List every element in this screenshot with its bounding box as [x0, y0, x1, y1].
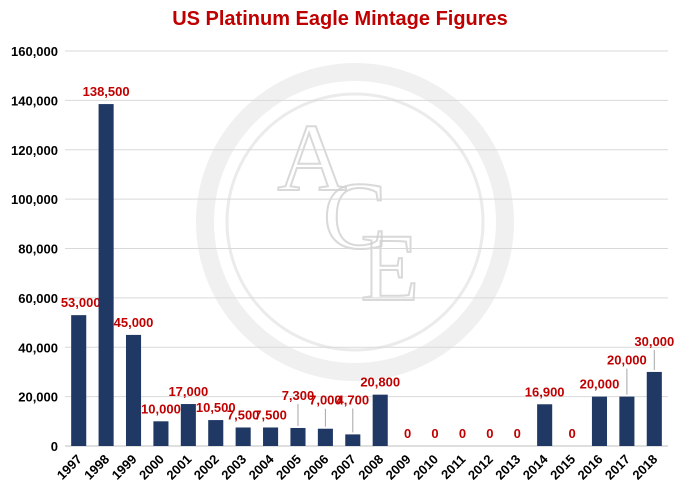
data-label: 0	[486, 426, 493, 441]
y-tick-label: 60,000	[18, 291, 58, 306]
data-label: 20,800	[360, 375, 400, 390]
data-label: 138,500	[83, 84, 130, 99]
data-label: 4,700	[337, 392, 370, 407]
x-tick-label: 2000	[136, 452, 167, 483]
y-tick-label: 100,000	[11, 192, 58, 207]
bar	[591, 396, 608, 446]
bar	[125, 334, 142, 446]
bar	[98, 104, 114, 446]
x-tick-label: 2017	[602, 452, 633, 483]
watermark-letter: A	[277, 104, 346, 211]
y-tick-label: 0	[51, 439, 58, 454]
data-label: 16,900	[525, 384, 565, 399]
bar	[646, 371, 662, 446]
x-tick-label: 1997	[54, 452, 85, 483]
x-tick-label: 2012	[465, 452, 496, 483]
data-label: 7,500	[227, 407, 260, 422]
chart-title: US Platinum Eagle Mintage Figures	[172, 8, 508, 30]
x-tick-label: 2008	[355, 452, 386, 483]
x-tick-label: 1998	[81, 452, 112, 483]
watermark-coin	[196, 63, 514, 381]
y-tick-label: 20,000	[18, 390, 58, 405]
y-tick-label: 140,000	[11, 93, 58, 108]
data-label: 7,300	[282, 388, 315, 403]
y-tick-label: 120,000	[11, 143, 58, 158]
x-tick-label: 2010	[410, 452, 441, 483]
data-label: 53,000	[61, 295, 101, 310]
data-label: 0	[404, 426, 411, 441]
x-tick-label: 2001	[163, 452, 194, 483]
data-label: 17,000	[168, 384, 208, 399]
x-tick-label: 2004	[246, 451, 278, 483]
data-label: 7,000	[309, 393, 342, 408]
bar	[235, 427, 251, 446]
x-tick-label: 2005	[273, 452, 304, 483]
bar	[537, 404, 553, 446]
data-label: 7,500	[254, 407, 287, 422]
data-label: 0	[514, 426, 521, 441]
bar	[263, 427, 279, 446]
data-label: 10,000	[141, 401, 181, 416]
data-label: 10,500	[196, 400, 236, 415]
bar	[619, 396, 635, 446]
y-tick-label: 160,000	[11, 44, 58, 59]
x-tick-label: 2015	[547, 452, 578, 483]
x-tick-label: 2014	[520, 451, 552, 483]
data-label: 45,000	[114, 315, 154, 330]
bar	[208, 420, 224, 446]
x-tick-label: 1999	[109, 452, 140, 483]
watermark-coin-inner	[225, 92, 485, 352]
x-tick-label: 2006	[300, 452, 331, 483]
bar	[290, 427, 306, 446]
x-tick-label: 2002	[191, 452, 222, 483]
data-label: 0	[568, 426, 575, 441]
bar	[345, 434, 361, 446]
x-tick-label: 2013	[492, 452, 523, 483]
bar	[71, 315, 87, 446]
x-tick-label: 2009	[383, 452, 414, 483]
y-tick-label: 40,000	[18, 340, 58, 355]
data-label: 20,000	[607, 353, 647, 368]
y-tick-label: 80,000	[18, 242, 58, 257]
bar	[372, 394, 388, 446]
data-label: 0	[431, 426, 438, 441]
x-tick-label: 2016	[575, 452, 606, 483]
watermark-letter: C	[323, 162, 387, 269]
data-label: 0	[459, 426, 466, 441]
data-label: 30,000	[634, 334, 674, 349]
bar	[317, 428, 333, 446]
x-tick-label: 2007	[328, 452, 359, 483]
data-label: 20,000	[580, 377, 620, 392]
x-tick-label: 2003	[218, 452, 249, 483]
bar	[153, 421, 169, 446]
watermark-letter: E	[361, 214, 420, 321]
x-tick-label: 2018	[629, 452, 660, 483]
x-tick-label: 2011	[438, 452, 469, 483]
bar	[180, 404, 196, 446]
